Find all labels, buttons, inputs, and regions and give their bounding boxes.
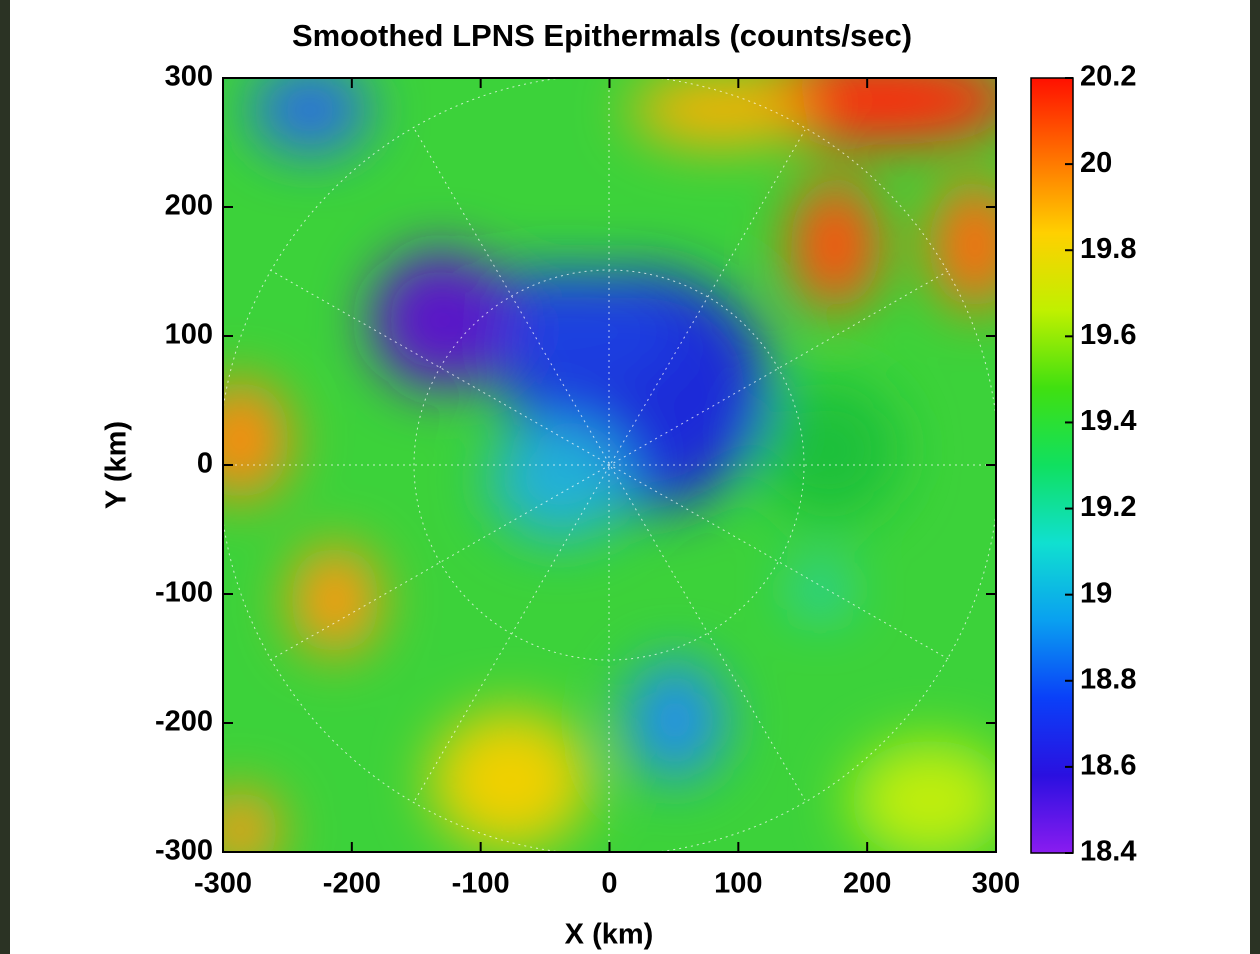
x-tick-label: -200 bbox=[323, 868, 381, 900]
x-tick-label: 200 bbox=[843, 868, 891, 900]
colorbar-tick-label: 18.8 bbox=[1080, 663, 1136, 695]
y-tick-label: 0 bbox=[197, 448, 213, 480]
colorbar-tick-label: 20 bbox=[1080, 147, 1112, 179]
y-axis-label: Y (km) bbox=[101, 421, 133, 509]
colorbar-tick-label: 19.6 bbox=[1080, 319, 1136, 351]
colorbar bbox=[1030, 77, 1074, 854]
colorbar-tick-label: 18.4 bbox=[1080, 836, 1136, 868]
x-tick-label: 100 bbox=[714, 868, 762, 900]
x-tick-label: 300 bbox=[972, 868, 1020, 900]
x-tick-label: 0 bbox=[601, 868, 617, 900]
y-tick-label: -300 bbox=[155, 835, 213, 867]
colorbar-tick-label: 19.8 bbox=[1080, 233, 1136, 265]
colorbar-tick-label: 19 bbox=[1080, 577, 1112, 609]
x-tick-label: -300 bbox=[194, 868, 252, 900]
map bbox=[223, 78, 996, 852]
colorbar-tick-label: 20.2 bbox=[1080, 61, 1136, 93]
chart-title: Smoothed LPNS Epithermals (counts/sec) bbox=[292, 18, 912, 53]
colorbar-tick-label: 19.4 bbox=[1080, 405, 1136, 437]
y-tick-label: -200 bbox=[155, 706, 213, 738]
x-tick-label: -100 bbox=[452, 868, 510, 900]
x-axis-label: X (km) bbox=[565, 919, 654, 951]
y-tick-label: 300 bbox=[165, 61, 213, 93]
y-tick-label: 100 bbox=[165, 319, 213, 351]
colorbar-tick-label: 19.2 bbox=[1080, 491, 1136, 523]
colorbar-tick-label: 18.6 bbox=[1080, 750, 1136, 782]
y-tick-label: 200 bbox=[165, 190, 213, 222]
y-tick-label: -100 bbox=[155, 577, 213, 609]
